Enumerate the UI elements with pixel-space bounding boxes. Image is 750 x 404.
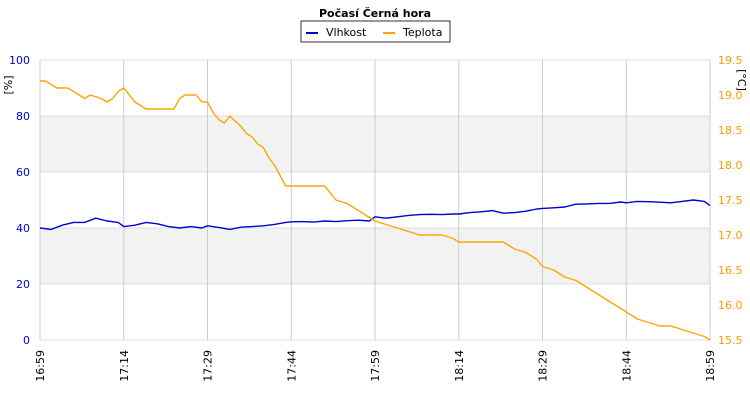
x-tick-label: 18:59 [704, 350, 717, 382]
x-tick-label: 16:59 [34, 350, 47, 382]
x-tick-label: 17:14 [118, 350, 131, 382]
series-line-teplota [40, 80, 711, 341]
y-right-tick-label: 16.5 [718, 264, 743, 277]
y-left-tick-label: 60 [16, 166, 30, 179]
y-right-tick-label: 19.0 [718, 89, 743, 102]
y-right-tick-label: 16.0 [718, 299, 743, 312]
y-left-tick-label: 20 [16, 278, 30, 291]
y-left-tick-label: 100 [9, 54, 30, 67]
chart-title: Počasí Černá hora [319, 7, 431, 20]
y-left-tick-label: 40 [16, 222, 30, 235]
y-left-tick-label: 80 [16, 110, 30, 123]
y-right-tick-label: 18.0 [718, 159, 743, 172]
series-line-vlhkost [39, 199, 711, 231]
y-right-tick-label: 18.5 [718, 124, 743, 137]
legend-box [300, 20, 451, 43]
x-tick-label: 18:44 [620, 350, 633, 382]
y-left-axis-label: [%] [2, 75, 15, 94]
x-tick-label: 17:59 [369, 350, 382, 382]
x-tick-label: 17:44 [285, 350, 298, 382]
y-right-tick-label: 17.0 [718, 229, 743, 242]
y-right-axis-label: [°C] [735, 69, 748, 91]
y-right-tick-label: 15.5 [718, 334, 743, 347]
y-right-tick-label: 19.5 [718, 54, 743, 67]
legend-teplota-label: Teplota [402, 26, 442, 39]
legend-vlhkost-label: Vlhkost [326, 26, 367, 39]
legend: Vlhkost Teplota [300, 20, 451, 43]
x-tick-label: 18:29 [537, 350, 550, 382]
y-left-tick-label: 0 [23, 334, 30, 347]
x-tick-label: 17:29 [202, 350, 215, 382]
x-tick-label: 18:14 [453, 350, 466, 382]
y-right-tick-label: 17.5 [718, 194, 743, 207]
